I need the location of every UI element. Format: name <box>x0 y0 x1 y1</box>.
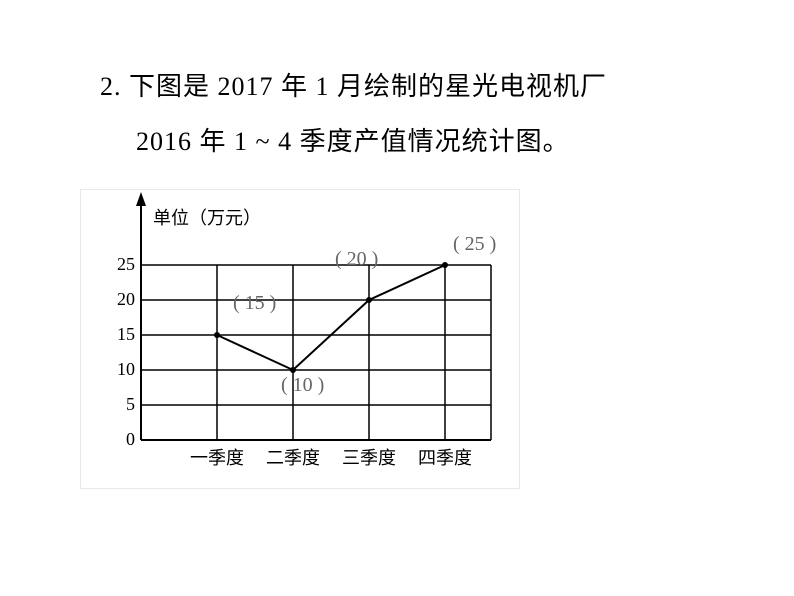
y-tick-label: 25 <box>95 254 135 275</box>
x-category-label: 三季度 <box>334 444 404 470</box>
y-tick-label: 5 <box>95 394 135 415</box>
question-text-2: 2016 年 1 ~ 4 季度产值情况统计图。 <box>136 127 570 156</box>
question-number: 2. <box>100 72 122 101</box>
x-category-label: 二季度 <box>258 444 328 470</box>
data-point-label: ( 10 ) <box>281 374 324 397</box>
question-line-2: 2016 年 1 ~ 4 季度产值情况统计图。 <box>100 115 714 170</box>
y-tick-label: 20 <box>95 289 135 310</box>
question-text-1: 下图是 2017 年 1 月绘制的星光电视机厂 <box>129 72 607 101</box>
x-category-label: 一季度 <box>182 444 252 470</box>
chart-container: 单位（万元） 0510152025一季度二季度三季度四季度( 15 )( 10 … <box>80 189 520 489</box>
y-tick-label: 10 <box>95 359 135 380</box>
question-block: 2. 下图是 2017 年 1 月绘制的星光电视机厂 2016 年 1 ~ 4 … <box>0 0 794 169</box>
data-point-label: ( 15 ) <box>233 292 276 315</box>
x-category-label: 四季度 <box>410 444 480 470</box>
data-point-label: ( 20 ) <box>335 248 378 271</box>
data-point-label: ( 25 ) <box>453 233 496 256</box>
y-tick-label: 15 <box>95 324 135 345</box>
y-tick-label: 0 <box>95 429 135 450</box>
question-line-1: 2. 下图是 2017 年 1 月绘制的星光电视机厂 <box>100 60 714 115</box>
